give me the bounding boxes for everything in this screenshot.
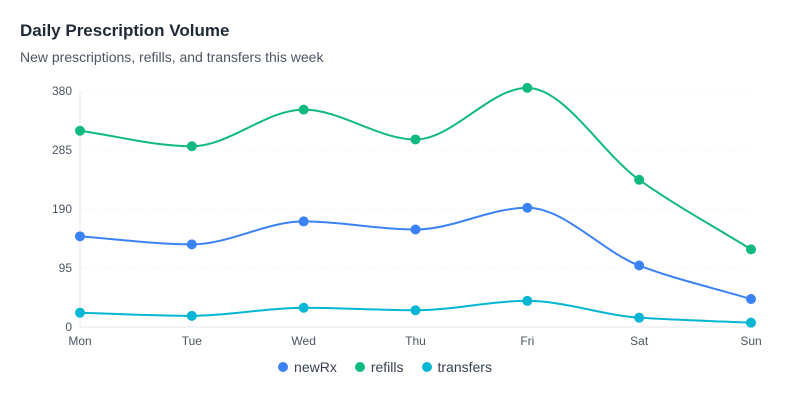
data-point-newRx[interactable] bbox=[186, 239, 197, 250]
data-point-refills[interactable] bbox=[186, 141, 197, 152]
data-point-refills[interactable] bbox=[75, 125, 85, 136]
x-tick-label: Sun bbox=[740, 334, 761, 348]
legend-label: newRx bbox=[294, 359, 337, 375]
x-tick-label: Tue bbox=[182, 334, 203, 348]
data-point-newRx[interactable] bbox=[522, 202, 533, 213]
legend-label: transfers bbox=[437, 359, 492, 375]
legend: newRx refills transfers bbox=[0, 359, 770, 375]
grid-layer bbox=[80, 90, 751, 269]
data-point-refills[interactable] bbox=[410, 134, 421, 145]
data-point-transfers[interactable] bbox=[746, 317, 756, 328]
data-point-refills[interactable] bbox=[298, 104, 309, 115]
series-line-newRx bbox=[79, 206, 752, 301]
data-point-newRx[interactable] bbox=[298, 216, 309, 227]
legend-item-transfers[interactable]: transfers bbox=[421, 359, 492, 375]
data-point-transfers[interactable] bbox=[522, 295, 533, 306]
x-tick-label: Sat bbox=[630, 334, 649, 348]
legend-dot bbox=[421, 362, 432, 372]
y-tick-label: 380 bbox=[52, 84, 72, 98]
chart-subtitle: New prescriptions, refills, and transfer… bbox=[20, 49, 324, 65]
y-tick-label: 0 bbox=[65, 320, 72, 334]
data-point-refills[interactable] bbox=[634, 174, 645, 185]
x-tick-label: Fri bbox=[520, 334, 534, 348]
x-tick-label: Thu bbox=[405, 334, 426, 348]
legend-dot bbox=[354, 362, 365, 372]
y-tick-label: 285 bbox=[52, 143, 72, 157]
data-point-refills[interactable] bbox=[746, 244, 756, 255]
x-tick-label: Mon bbox=[68, 334, 91, 348]
x-tick-label: Wed bbox=[291, 334, 315, 348]
legend-item-refills[interactable]: refills bbox=[354, 359, 404, 375]
data-point-transfers[interactable] bbox=[75, 307, 85, 318]
data-point-newRx[interactable] bbox=[746, 294, 756, 305]
y-tick-label: 190 bbox=[52, 202, 72, 216]
data-point-refills[interactable] bbox=[522, 82, 533, 93]
data-point-newRx[interactable] bbox=[634, 260, 645, 271]
axis-layer: 0 95 190 285 380 Mon Tue Wed Thu Fri Sat Sun bbox=[52, 84, 762, 348]
series-layer bbox=[75, 82, 756, 328]
legend-item-newRx[interactable]: newRx bbox=[278, 359, 337, 375]
legend-label: refills bbox=[370, 359, 404, 375]
data-point-newRx[interactable] bbox=[75, 231, 85, 242]
chart-title: Daily Prescription Volume bbox=[20, 21, 230, 40]
data-point-transfers[interactable] bbox=[298, 302, 309, 313]
y-tick-label: 95 bbox=[59, 261, 73, 275]
data-point-transfers[interactable] bbox=[410, 305, 421, 316]
data-point-transfers[interactable] bbox=[186, 310, 197, 321]
legend-dot bbox=[278, 362, 289, 372]
data-point-transfers[interactable] bbox=[634, 312, 645, 323]
data-point-newRx[interactable] bbox=[410, 224, 421, 235]
